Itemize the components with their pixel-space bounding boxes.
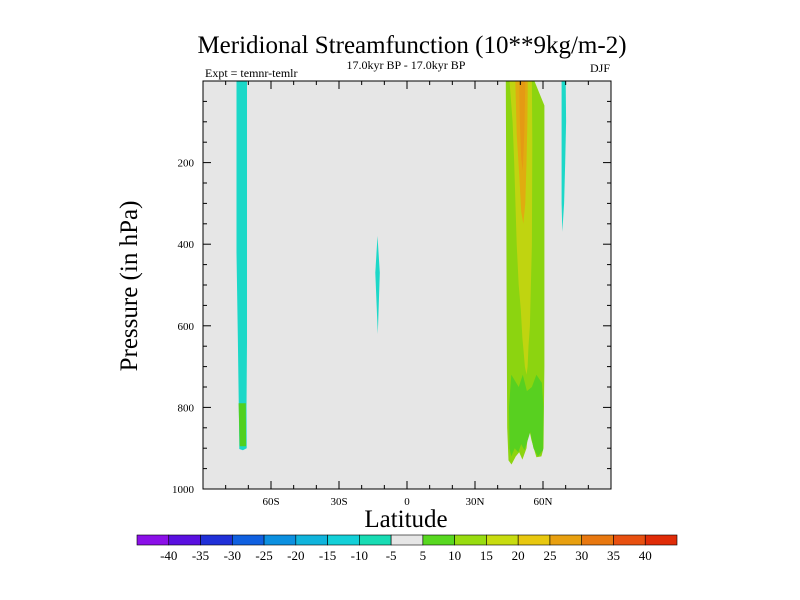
colorbar-swatch bbox=[454, 534, 487, 546]
colorbar-swatch bbox=[359, 534, 392, 546]
contour-southern-lower-green bbox=[238, 403, 247, 447]
x-tick-label: 30S bbox=[330, 496, 347, 508]
colorbar-swatch bbox=[549, 534, 583, 546]
colorbar-label: 5 bbox=[420, 548, 427, 563]
colorbar-swatch bbox=[168, 534, 201, 546]
colorbar-label: 20 bbox=[512, 548, 525, 563]
colorbar-label: 15 bbox=[480, 548, 493, 563]
y-tick-label: 800 bbox=[178, 402, 195, 414]
colorbar-label: -10 bbox=[351, 548, 368, 563]
x-tick-label: 60S bbox=[262, 496, 279, 508]
colorbar-label: -25 bbox=[255, 548, 272, 563]
colorbar-swatch bbox=[517, 534, 551, 546]
colorbar-swatch bbox=[231, 534, 265, 546]
chart-title: Meridional Streamfunction (10**9kg/m-2) bbox=[197, 32, 626, 59]
colorbar-label: -35 bbox=[192, 548, 209, 563]
axes: 60S 30S 0 30N 60N 200 400 600 800 1000 bbox=[172, 80, 612, 508]
colorbar-label: 10 bbox=[448, 548, 461, 563]
plot-background bbox=[203, 81, 611, 489]
colorbar-label: 30 bbox=[575, 548, 588, 563]
colorbar-label: -5 bbox=[386, 548, 397, 563]
colorbar-swatch bbox=[613, 534, 646, 546]
colorbar-label: 40 bbox=[639, 548, 652, 563]
colorbar-swatch bbox=[422, 534, 455, 546]
colorbar-label: -30 bbox=[224, 548, 241, 563]
colorbar-swatch bbox=[200, 534, 233, 546]
colorbar-swatch bbox=[390, 534, 424, 546]
y-tick-label: 200 bbox=[178, 158, 195, 170]
colorbar-label: 35 bbox=[607, 548, 620, 563]
x-axis-label: Latitude bbox=[364, 506, 447, 533]
plot-area bbox=[203, 81, 611, 489]
colorbar-label: -20 bbox=[287, 548, 304, 563]
contour-northern-core-max bbox=[519, 81, 526, 171]
colorbar-swatch bbox=[263, 534, 297, 546]
contour-northern-polar-cell bbox=[561, 81, 567, 232]
season-label: DJF bbox=[590, 61, 610, 75]
colorbar-label: -40 bbox=[160, 548, 177, 563]
y-tick-label: 1000 bbox=[172, 484, 195, 496]
contour-southern-polar-cell bbox=[236, 81, 247, 451]
colorbar: -40 -35 -30 -25 -20 -15 -10 -5 5 10 15 20 25 30 35 40 bbox=[136, 534, 678, 563]
colorbar-swatch bbox=[327, 534, 360, 546]
colorbar-swatch bbox=[644, 534, 678, 546]
colorbar-swatch bbox=[581, 534, 614, 546]
colorbar-label: -15 bbox=[319, 548, 336, 563]
colorbar-swatch bbox=[136, 534, 170, 546]
x-tick-label: 30N bbox=[466, 496, 485, 508]
colorbar-swatch bbox=[486, 534, 519, 546]
y-tick-label: 600 bbox=[178, 321, 195, 333]
y-tick-label: 400 bbox=[178, 239, 195, 251]
contour-tropical-cell bbox=[375, 236, 380, 334]
colorbar-label: 25 bbox=[543, 548, 556, 563]
contour-northern-lower-green bbox=[509, 374, 544, 457]
x-tick-label: 60N bbox=[534, 496, 553, 508]
x-tick-label: 0 bbox=[404, 496, 410, 508]
experiment-label: Expt = temnr-temlr bbox=[205, 66, 298, 80]
colorbar-swatch bbox=[295, 534, 328, 546]
chart-subtitle: 17.0kyr BP - 17.0kyr BP bbox=[347, 58, 466, 72]
y-axis-label: Pressure (in hPa) bbox=[116, 201, 143, 372]
